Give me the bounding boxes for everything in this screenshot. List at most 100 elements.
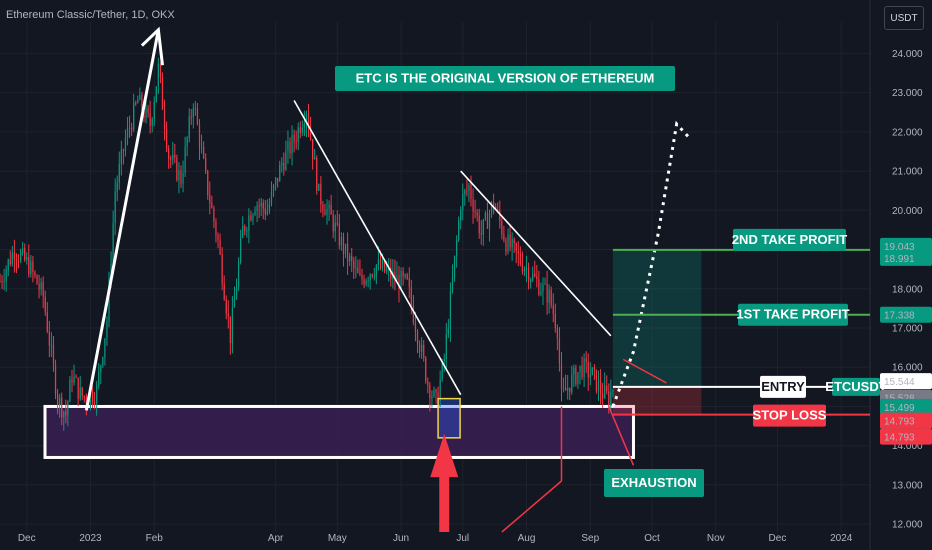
candle-body [493, 202, 495, 207]
candle-body [67, 401, 69, 416]
candle-body [198, 124, 201, 148]
candle-body [205, 157, 207, 171]
candle-body [237, 262, 240, 287]
candle-body [585, 358, 587, 362]
candle-body [390, 267, 392, 279]
candle-body [180, 170, 182, 184]
candle-body [0, 280, 1, 282]
candle-body [133, 102, 135, 130]
candle-body [128, 127, 131, 129]
candle-body [423, 344, 425, 358]
candle-body [75, 376, 77, 378]
candle-body [194, 108, 197, 110]
candle-body [279, 165, 281, 182]
candle-body [291, 134, 293, 154]
candle-body [89, 392, 92, 405]
candle-body [50, 344, 53, 346]
candle-body [285, 151, 287, 170]
exhaustion-label: EXHAUSTION [611, 475, 696, 490]
candle-body [124, 138, 127, 152]
candle-body [242, 226, 244, 238]
candle-body [104, 338, 106, 358]
candle-body [260, 202, 262, 206]
candle-body [532, 273, 534, 280]
candle-body [402, 271, 404, 277]
candle-body [425, 357, 427, 382]
candle-body [11, 252, 13, 265]
candle-body [316, 157, 318, 191]
candle-body [573, 367, 575, 375]
candle-body [505, 240, 507, 252]
candle-body [219, 240, 221, 254]
candle-body [229, 316, 231, 344]
candle-body [318, 183, 320, 191]
candle-body [606, 385, 608, 392]
candle-body [63, 411, 65, 418]
candle-body [252, 214, 254, 221]
candle-body [441, 361, 443, 380]
candle-body [15, 259, 18, 261]
candle-body [396, 274, 398, 281]
candle-body [394, 271, 396, 281]
candle-body [421, 344, 423, 352]
candle-body [453, 255, 456, 278]
candle-body [262, 202, 264, 209]
candle-body [371, 274, 373, 277]
candle-body [404, 274, 406, 277]
price-axis-label: 18.991 [884, 254, 915, 265]
y-tick-label: 22.000 [892, 127, 923, 138]
candle-body [264, 208, 266, 215]
candle-body [56, 394, 59, 405]
candle-body [7, 259, 9, 270]
candle-body [283, 163, 285, 170]
candle-body [462, 194, 464, 211]
candle-body [353, 260, 355, 268]
candle-body [149, 112, 151, 126]
candle-body [460, 210, 462, 221]
candle-body [612, 389, 614, 392]
candle-body [534, 273, 536, 277]
big-arrow-head [430, 433, 459, 478]
price-axis-label-bg [880, 237, 932, 254]
candle-body [223, 283, 225, 300]
candle-body [32, 261, 34, 272]
candle-body [147, 107, 149, 113]
candle-body [418, 344, 421, 352]
candle-body [363, 279, 365, 285]
candle-body [433, 389, 435, 396]
take-profit-2-label-bg [733, 228, 846, 251]
x-tick-label: Oct [644, 533, 660, 544]
candle-body [439, 379, 441, 402]
candle-body [449, 291, 452, 329]
candle-body [604, 385, 606, 398]
candle-body [225, 299, 227, 314]
candle-body [116, 182, 118, 192]
candle-body [334, 222, 336, 232]
candle-body [509, 234, 511, 248]
candle-body [145, 107, 147, 118]
projected-path [611, 120, 693, 407]
candle-body [309, 128, 312, 140]
y-tick-label: 20.000 [892, 206, 923, 217]
exhaustion-arrow-line [608, 406, 635, 466]
candle-body [577, 372, 579, 385]
x-tick-label: Jun [393, 533, 409, 544]
candle-body [429, 385, 431, 399]
candle-body [525, 268, 528, 270]
candle-body [122, 149, 125, 152]
candle-body [17, 259, 20, 261]
currency-button[interactable]: USDT [884, 6, 924, 30]
price-axis-label-bg [880, 306, 932, 323]
entry-label: ENTRY [761, 379, 805, 394]
candle-body [34, 271, 36, 276]
candle-body [52, 344, 55, 365]
candle-body [258, 205, 260, 207]
candle-body [386, 269, 388, 272]
candle-body [233, 299, 236, 308]
candle-body [355, 267, 357, 269]
candle-body [558, 338, 561, 364]
candle-body [293, 134, 295, 142]
candle-body [110, 263, 112, 280]
candle-body [301, 127, 303, 133]
